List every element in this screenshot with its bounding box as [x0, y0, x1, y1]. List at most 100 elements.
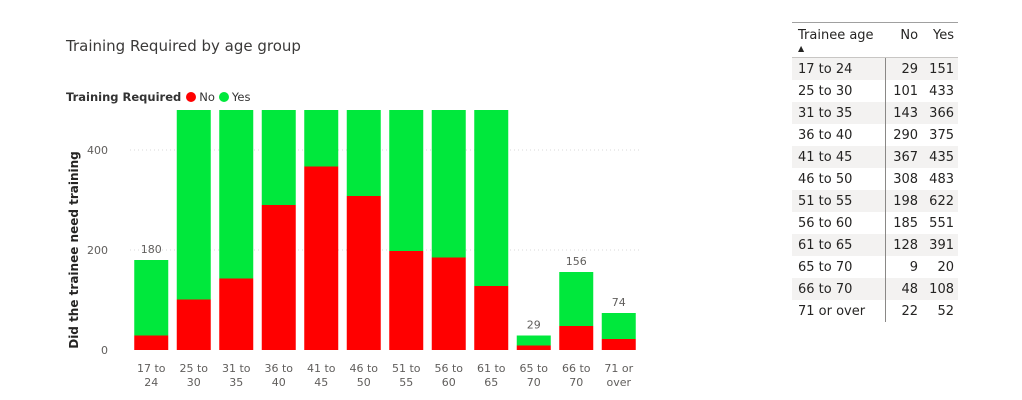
cell-no: 9	[909, 259, 919, 275]
x-tick-label: 36 to	[264, 362, 293, 375]
legend-item-no[interactable]: No	[186, 90, 215, 104]
bar-segment-yes[interactable]	[304, 110, 339, 167]
table-row: 41 to 45 367 435	[792, 146, 958, 168]
bar-segment-yes[interactable]	[219, 110, 254, 279]
cell-yes: 483	[929, 171, 954, 187]
legend-item-yes[interactable]: Yes	[218, 90, 250, 104]
bar-segment-yes[interactable]	[601, 313, 636, 339]
y-tick-label: 400	[87, 144, 108, 157]
table-row: 31 to 35 143 366	[792, 102, 958, 124]
x-tick-label: 65	[484, 376, 498, 389]
table-row: 71 or over 22 52	[792, 300, 958, 322]
bar-segment-no[interactable]	[346, 196, 381, 350]
bar-segment-no[interactable]	[516, 345, 551, 351]
bar-segment-no[interactable]	[304, 166, 339, 351]
x-tick-label: 30	[187, 376, 201, 389]
bar-segment-no[interactable]	[261, 205, 296, 350]
header-yes[interactable]: Yes	[922, 22, 958, 58]
bar-segment-no[interactable]	[389, 251, 424, 350]
bar-segment-yes[interactable]	[559, 272, 594, 326]
cell-no: 290	[893, 127, 919, 143]
cell-no: 48	[885, 278, 923, 300]
cell-trainee-age: 46 to 50	[792, 168, 887, 190]
cell-trainee-age: 41 to 45	[792, 146, 887, 168]
cell-no: 29	[885, 57, 923, 80]
cell-no: 367	[885, 146, 923, 168]
chart-title: Training Required by age group	[66, 37, 301, 55]
bar-segment-yes[interactable]	[516, 335, 551, 346]
x-tick-label: 61 to	[477, 362, 506, 375]
cell-trainee-age: 31 to 35	[792, 102, 887, 124]
cell-trainee-age: 61 to 65	[792, 234, 887, 256]
x-tick-label: 17 to	[137, 362, 166, 375]
x-tick-label: 70	[569, 376, 583, 389]
bar-segment-no[interactable]	[559, 326, 594, 350]
x-tick-label: over	[606, 376, 631, 389]
bar-segment-yes[interactable]	[474, 110, 509, 286]
x-tick-label: 40	[272, 376, 286, 389]
total-label: 29	[527, 319, 541, 332]
table-row: 51 to 55 198 622	[792, 190, 958, 212]
x-tick-label: 46 to	[349, 362, 378, 375]
x-tick-label: 51 to	[392, 362, 421, 375]
x-tick-label: 55	[399, 376, 413, 389]
y-axis-title: Did the trainee need training	[67, 151, 81, 349]
cell-trainee-age: 71 or over	[792, 300, 887, 322]
bar-segment-yes[interactable]	[346, 110, 381, 196]
bar-segment-yes[interactable]	[176, 110, 211, 300]
bar-segment-no[interactable]	[219, 278, 254, 351]
bar-segment-yes[interactable]	[261, 110, 296, 205]
x-tick-label: 56 to	[434, 362, 463, 375]
table-row: 46 to 50 308 483	[792, 168, 958, 190]
cell-trainee-age: 51 to 55	[792, 190, 887, 212]
cell-no: 22	[901, 303, 919, 319]
x-tick-label: 24	[144, 376, 158, 389]
total-label: 180	[141, 243, 162, 256]
cell-yes: 391	[922, 234, 958, 256]
bar-segment-no[interactable]	[176, 299, 211, 351]
total-label: 74	[612, 296, 626, 309]
cell-trainee-age: 25 to 30	[792, 80, 887, 102]
header-trainee-age[interactable]: Trainee age ▲	[792, 22, 886, 58]
table-row: 56 to 60 185 551	[792, 212, 958, 234]
x-tick-label: 31 to	[222, 362, 251, 375]
bar-segment-yes[interactable]	[134, 260, 169, 336]
cell-yes: 151	[922, 57, 958, 80]
x-tick-label: 45	[314, 376, 328, 389]
bar-segment-no[interactable]	[601, 339, 636, 350]
bar-segment-yes[interactable]	[431, 110, 466, 258]
table-row: 25 to 30 101 433	[792, 80, 958, 102]
cell-no: 143	[885, 102, 923, 124]
stacked-bar-chart: Did the trainee need training 0200400600…	[67, 110, 640, 389]
table-row: 66 to 70 48 108	[792, 278, 958, 300]
cell-yes: 435	[922, 146, 958, 168]
cell-trainee-age: 36 to 40	[792, 124, 887, 146]
cell-trainee-age: 17 to 24	[792, 57, 887, 80]
total-label: 156	[566, 255, 587, 268]
cell-no: 101	[893, 83, 919, 99]
bar-segment-no[interactable]	[134, 335, 169, 351]
y-tick-label: 0	[101, 344, 108, 357]
x-tick-label: 71 or	[604, 362, 633, 375]
cell-yes: 375	[929, 127, 954, 143]
x-tick-label: 41 to	[307, 362, 336, 375]
legend-dot-yes-icon	[218, 92, 229, 102]
y-tick-label: 200	[87, 244, 108, 257]
cell-yes: 108	[922, 278, 958, 300]
x-tick-label: 25 to	[179, 362, 208, 375]
cell-yes: 433	[929, 83, 954, 99]
x-tick-label: 60	[442, 376, 456, 389]
cell-trainee-age: 56 to 60	[792, 212, 887, 234]
table-row: 65 to 70 9 20	[792, 256, 958, 278]
bar-segment-no[interactable]	[474, 286, 509, 350]
bar-segment-no[interactable]	[431, 257, 466, 351]
x-tick-label: 35	[229, 376, 243, 389]
cell-yes: 622	[922, 190, 958, 212]
table-row: 36 to 40 290 375	[792, 124, 958, 146]
header-no[interactable]: No	[885, 22, 923, 58]
cell-trainee-age: 65 to 70	[792, 256, 887, 278]
legend-dot-no-icon	[186, 92, 197, 102]
sort-ascending-icon[interactable]: ▲	[798, 44, 805, 53]
x-tick-label: 70	[527, 376, 541, 389]
bar-segment-yes[interactable]	[389, 110, 424, 251]
